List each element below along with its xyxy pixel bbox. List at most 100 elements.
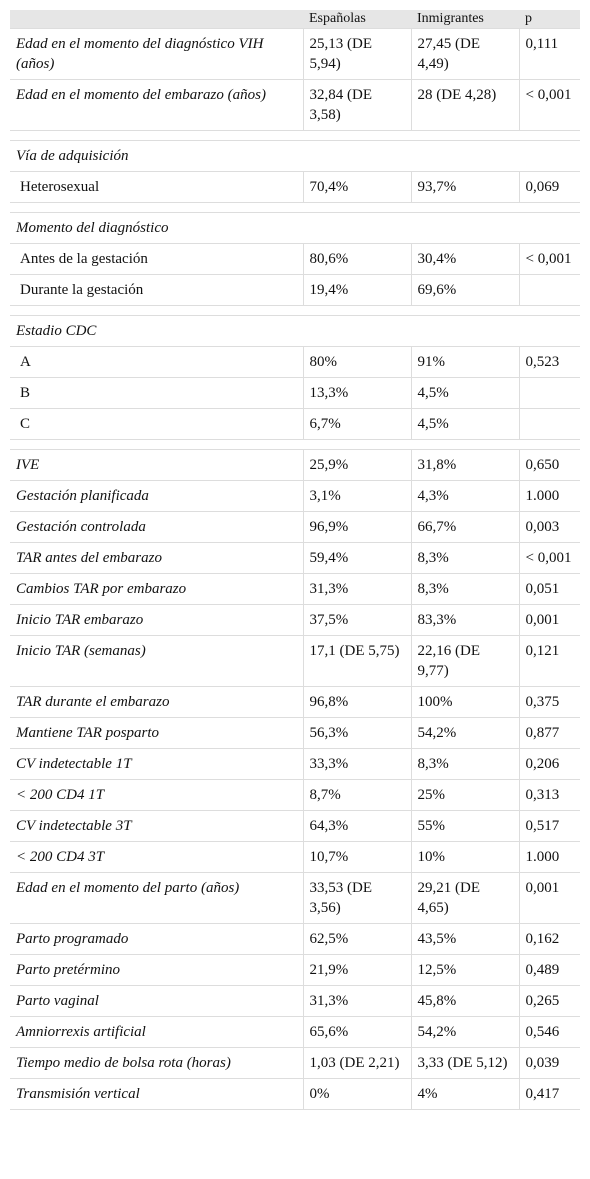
row-label: B [10, 377, 303, 409]
table-cell: < 0,001 [518, 243, 580, 275]
table-cell: 0,877 [518, 717, 580, 749]
table-row: TAR durante el embarazo 96,8% 100% 0,375 [10, 686, 580, 718]
header-cell: Españolas [303, 10, 411, 29]
data-table: Españolas Inmigrantes p Edad en el momen… [10, 10, 580, 1110]
table-cell: 1,03 (DE 2,21) [302, 1047, 411, 1079]
row-label: Inicio TAR embarazo [10, 604, 303, 636]
table-cell: 0,650 [518, 449, 580, 481]
table-cell: 25,13 (DE 5,94) [302, 28, 411, 80]
table-cell: 0,489 [518, 954, 580, 986]
table-cell: 69,6% [410, 274, 519, 306]
table-cell: 100% [410, 686, 519, 718]
table-cell: 0,517 [518, 810, 580, 842]
row-label: Gestación controlada [10, 511, 303, 543]
table-row: Edad en el momento del embarazo (años) 32… [10, 79, 580, 131]
row-label: < 200 CD4 1T [10, 779, 303, 811]
row-label: IVE [10, 449, 303, 481]
table-row: IVE 25,9% 31,8% 0,650 [10, 449, 580, 481]
section-row: Estadio CDC [10, 315, 580, 347]
table-cell: 96,9% [302, 511, 411, 543]
table-row: CV indetectable 3T 64,3% 55% 0,517 [10, 810, 580, 842]
table-row: Amniorrexis artificial 65,6% 54,2% 0,546 [10, 1016, 580, 1048]
table-cell: 0,111 [518, 28, 580, 80]
table-cell: 4,5% [410, 408, 519, 440]
spacer-cell [10, 202, 580, 213]
table-cell: 0,121 [518, 635, 580, 687]
table-cell: 59,4% [302, 542, 411, 574]
row-label: Edad en el momento del diagnóstico VIH (… [10, 28, 303, 80]
header-row: Españolas Inmigrantes p [10, 10, 580, 29]
section-title: Momento del diagnóstico [10, 212, 580, 244]
table-cell: 0,051 [518, 573, 580, 605]
section-title: Estadio CDC [10, 315, 580, 347]
row-label: Parto pretérmino [10, 954, 303, 986]
spacer-cell [10, 305, 580, 316]
table-row: C 6,7% 4,5% [10, 408, 580, 440]
table-cell: 43,5% [410, 923, 519, 955]
table-cell: 33,3% [302, 748, 411, 780]
table-cell [518, 274, 580, 306]
table-row: Edad en el momento del parto (años) 33,53… [10, 872, 580, 924]
table-cell: 65,6% [302, 1016, 411, 1048]
table-row: Heterosexual 70,4% 93,7% 0,069 [10, 171, 580, 203]
row-label: C [10, 408, 303, 440]
row-label: Mantiene TAR posparto [10, 717, 303, 749]
table-row: Parto programado 62,5% 43,5% 0,162 [10, 923, 580, 955]
table-row: Gestación planificada 3,1% 4,3% 1.000 [10, 480, 580, 512]
table-cell: 0,039 [518, 1047, 580, 1079]
table-row: Transmisión vertical 0% 4% 0,417 [10, 1078, 580, 1110]
table-row: CV indetectable 1T 33,3% 8,3% 0,206 [10, 748, 580, 780]
section-row: Momento del diagnóstico [10, 212, 580, 244]
row-label: Heterosexual [10, 171, 303, 203]
row-label: Parto programado [10, 923, 303, 955]
table-cell: 17,1 (DE 5,75) [302, 635, 411, 687]
table-cell: 8,3% [410, 542, 519, 574]
row-label: Edad en el momento del embarazo (años) [10, 79, 303, 131]
table-cell: 93,7% [410, 171, 519, 203]
table-cell: 0,206 [518, 748, 580, 780]
header-cell: p [519, 10, 580, 29]
table-cell: 55% [410, 810, 519, 842]
table-cell: 0% [302, 1078, 411, 1110]
spacer-row [10, 439, 580, 450]
spacer-cell [10, 130, 580, 141]
table-cell: 56,3% [302, 717, 411, 749]
table-cell: 0,265 [518, 985, 580, 1017]
row-label: Transmisión vertical [10, 1078, 303, 1110]
table-cell: 80% [302, 346, 411, 378]
table-cell: 8,7% [302, 779, 411, 811]
table-cell: 10% [410, 841, 519, 873]
section-row: Vía de adquisición [10, 140, 580, 172]
row-label: Amniorrexis artificial [10, 1016, 303, 1048]
table-cell: 0,162 [518, 923, 580, 955]
table-cell: 32,84 (DE 3,58) [302, 79, 411, 131]
row-label: Cambios TAR por embarazo [10, 573, 303, 605]
row-label: Antes de la gestación [10, 243, 303, 275]
table-cell: 6,7% [302, 408, 411, 440]
row-label: A [10, 346, 303, 378]
table-cell: 64,3% [302, 810, 411, 842]
table-cell: 27,45 (DE 4,49) [410, 28, 519, 80]
spacer-row [10, 202, 580, 213]
table-cell: 8,3% [410, 573, 519, 605]
table-row: Parto pretérmino 21,9% 12,5% 0,489 [10, 954, 580, 986]
table-cell: 25,9% [302, 449, 411, 481]
spacer-row [10, 305, 580, 316]
table-cell: 0,375 [518, 686, 580, 718]
table-cell: 31,8% [410, 449, 519, 481]
table-cell: 0,417 [518, 1078, 580, 1110]
table-row: Inicio TAR embarazo 37,5% 83,3% 0,001 [10, 604, 580, 636]
table-cell: 0,001 [518, 604, 580, 636]
section-title: Vía de adquisición [10, 140, 580, 172]
table-cell: 0,523 [518, 346, 580, 378]
table-cell: 80,6% [302, 243, 411, 275]
table-row: Gestación controlada 96,9% 66,7% 0,003 [10, 511, 580, 543]
table-cell: 31,3% [302, 573, 411, 605]
header-cell: Inmigrantes [411, 10, 519, 29]
table-cell: 30,4% [410, 243, 519, 275]
row-label: Edad en el momento del parto (años) [10, 872, 303, 924]
table-row: A 80% 91% 0,523 [10, 346, 580, 378]
table-cell: 0,003 [518, 511, 580, 543]
table-row: Cambios TAR por embarazo 31,3% 8,3% 0,051 [10, 573, 580, 605]
